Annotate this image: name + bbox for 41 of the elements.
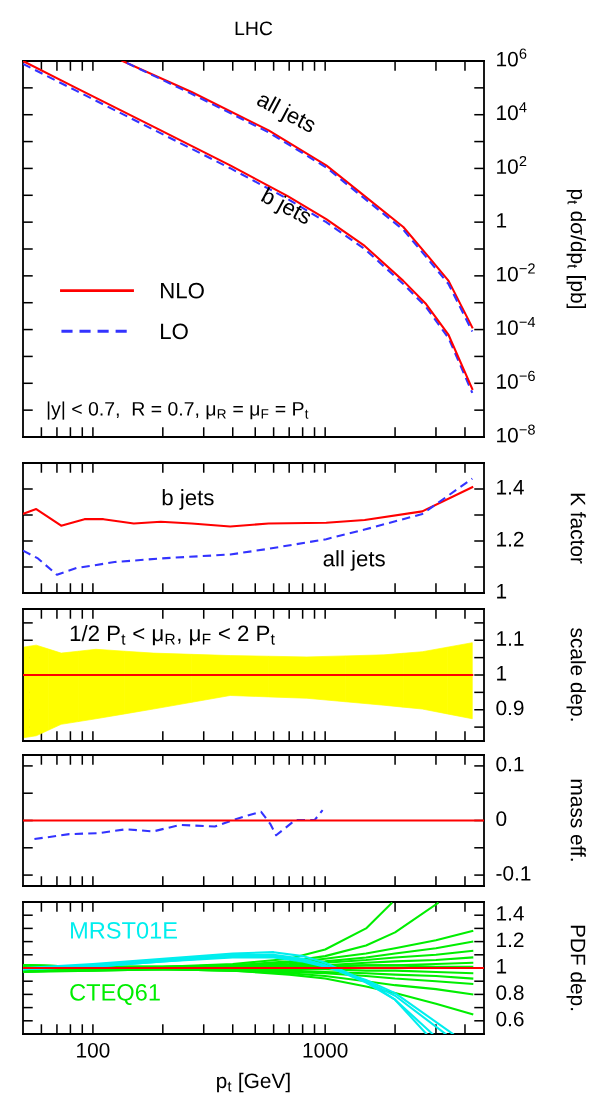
chart-title: LHC [235,21,273,36]
y-tick-label: 1 [497,959,507,974]
legend-label: NLO [161,282,204,299]
y-tick-label: 10$^{−8}$ [497,424,535,443]
annotation: 1/2 P$_{t}$ < μ$_{R}$, μ$_{F}$ < 2 P$_{t}$ [70,624,275,646]
y-tick-label: 10$^{−2}$ [497,263,535,282]
y-tick-label: 1 [497,666,507,681]
y-tick-label: 10$^{−6}$ [497,370,535,389]
y-tick-label: 1.4 [497,906,524,921]
y-tick-label: -0.1 [496,865,531,881]
y-tick-label: 0.6 [496,1011,524,1027]
y-tick-label: 1.2 [497,531,524,547]
x-axis-title: p$_{t}$ [GeV] [217,1072,290,1093]
x-tick-label: 100 [77,1042,110,1058]
annotation: b jets [258,186,314,229]
y-tick-label: 10$^{6}$ [497,48,527,67]
y-tick-label: 0.8 [496,985,524,1000]
y-tick-label: 1.4 [497,480,524,495]
y-tick-label: 1.1 [497,631,524,646]
legend-label: LO [161,323,188,340]
y-axis-title: p$_{t}$ dσ/dp$_{t}$ [pb] [566,189,586,308]
y-tick-label: 1.2 [497,932,524,947]
y-tick-label: 1 [497,584,507,599]
y-tick-label: 1 [497,213,507,228]
series-label: CTEQ61 [70,984,160,1005]
y-tick-label: 10$^{4}$ [497,102,527,121]
y-tick-label: 10$^{2}$ [497,155,527,174]
annotation: |y| < 0.7, R = 0.7, μ$_{R}$ = μ$_{F}$ = P$_{t}$ [47,401,309,420]
series-label: MRST01E [71,921,177,939]
y-tick-label: 10$^{−4}$ [497,317,536,335]
x-tick-label: 1000 [303,1042,348,1058]
y-tick-label: 0.9 [496,700,524,716]
y-axis-title: K factor [570,493,586,564]
annotation: b jets [162,489,214,510]
y-tick-label: 0 [496,811,507,827]
y-axis-title: mass eff. [570,779,586,861]
annotation: all jets [323,550,385,571]
y-axis-title: PDF dep. [566,925,586,1011]
y-axis-title: scale dep. [566,628,586,721]
annotation: all jets [253,90,318,138]
y-tick-label: 0.1 [496,756,524,772]
